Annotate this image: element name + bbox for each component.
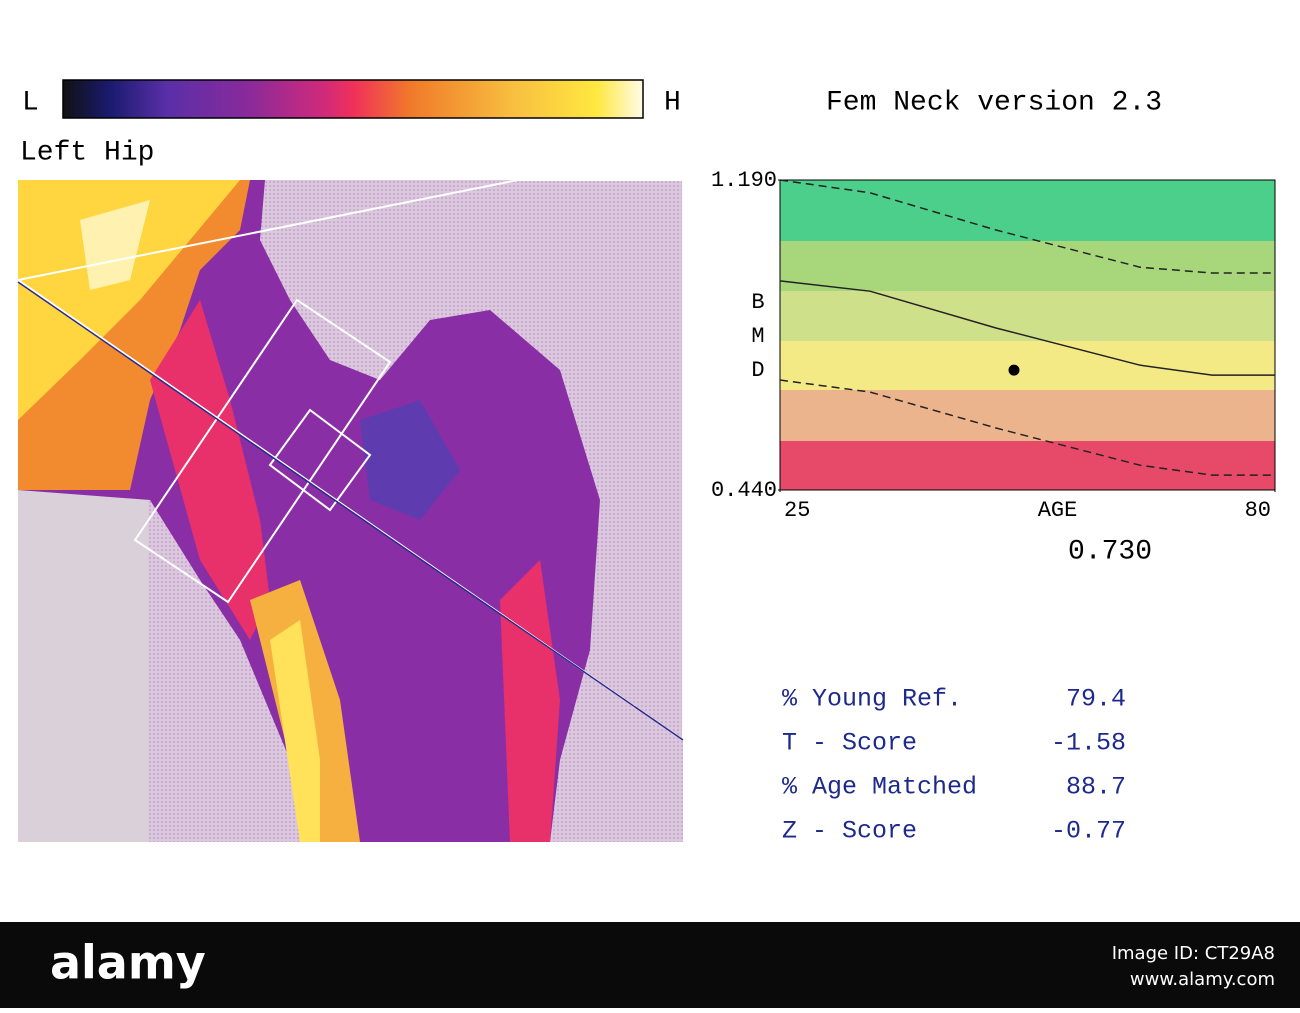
hip-scan xyxy=(15,179,684,842)
patient-value-label: 0.730 xyxy=(1068,536,1152,567)
reference-curve xyxy=(779,280,1275,376)
y-tick-label: 1.190 xyxy=(711,168,777,193)
result-label: Z - Score xyxy=(782,817,917,846)
footer-bar xyxy=(0,922,1300,1008)
y-tick-label: 0.440 xyxy=(711,478,777,503)
x-axis-title: AGE xyxy=(1038,498,1078,523)
result-value: -0.77 xyxy=(1051,817,1126,846)
footer-site: www.alamy.com xyxy=(1130,969,1275,990)
reference-bands xyxy=(779,179,1276,491)
patient-point xyxy=(1008,364,1020,376)
x-tick-label: 25 xyxy=(784,498,810,523)
result-value: -1.58 xyxy=(1051,729,1126,758)
scale-low-label: L xyxy=(22,87,39,118)
footer-brand: alamy xyxy=(50,936,206,990)
results-table: % Young Ref. 79.4 T - Score -1.58 % Age Matc… xyxy=(782,685,1126,846)
scale-high-label: H xyxy=(664,87,681,118)
color-scale xyxy=(62,79,644,119)
result-label: % Age Matched xyxy=(782,773,977,802)
region-label: Left Hip xyxy=(20,137,154,168)
x-tick-label: 80 xyxy=(1245,498,1271,523)
report-title: Fem Neck version 2.3 xyxy=(826,87,1162,118)
footer-image-id: Image ID: CT29A8 xyxy=(1112,943,1275,964)
result-value: 79.4 xyxy=(1066,685,1126,714)
result-label: % Young Ref. xyxy=(782,685,962,714)
result-label: T - Score xyxy=(782,729,917,758)
result-value: 88.7 xyxy=(1066,773,1126,802)
bmd-chart: 0.440 1.190 25 80 AGE B M D xyxy=(711,168,1276,523)
